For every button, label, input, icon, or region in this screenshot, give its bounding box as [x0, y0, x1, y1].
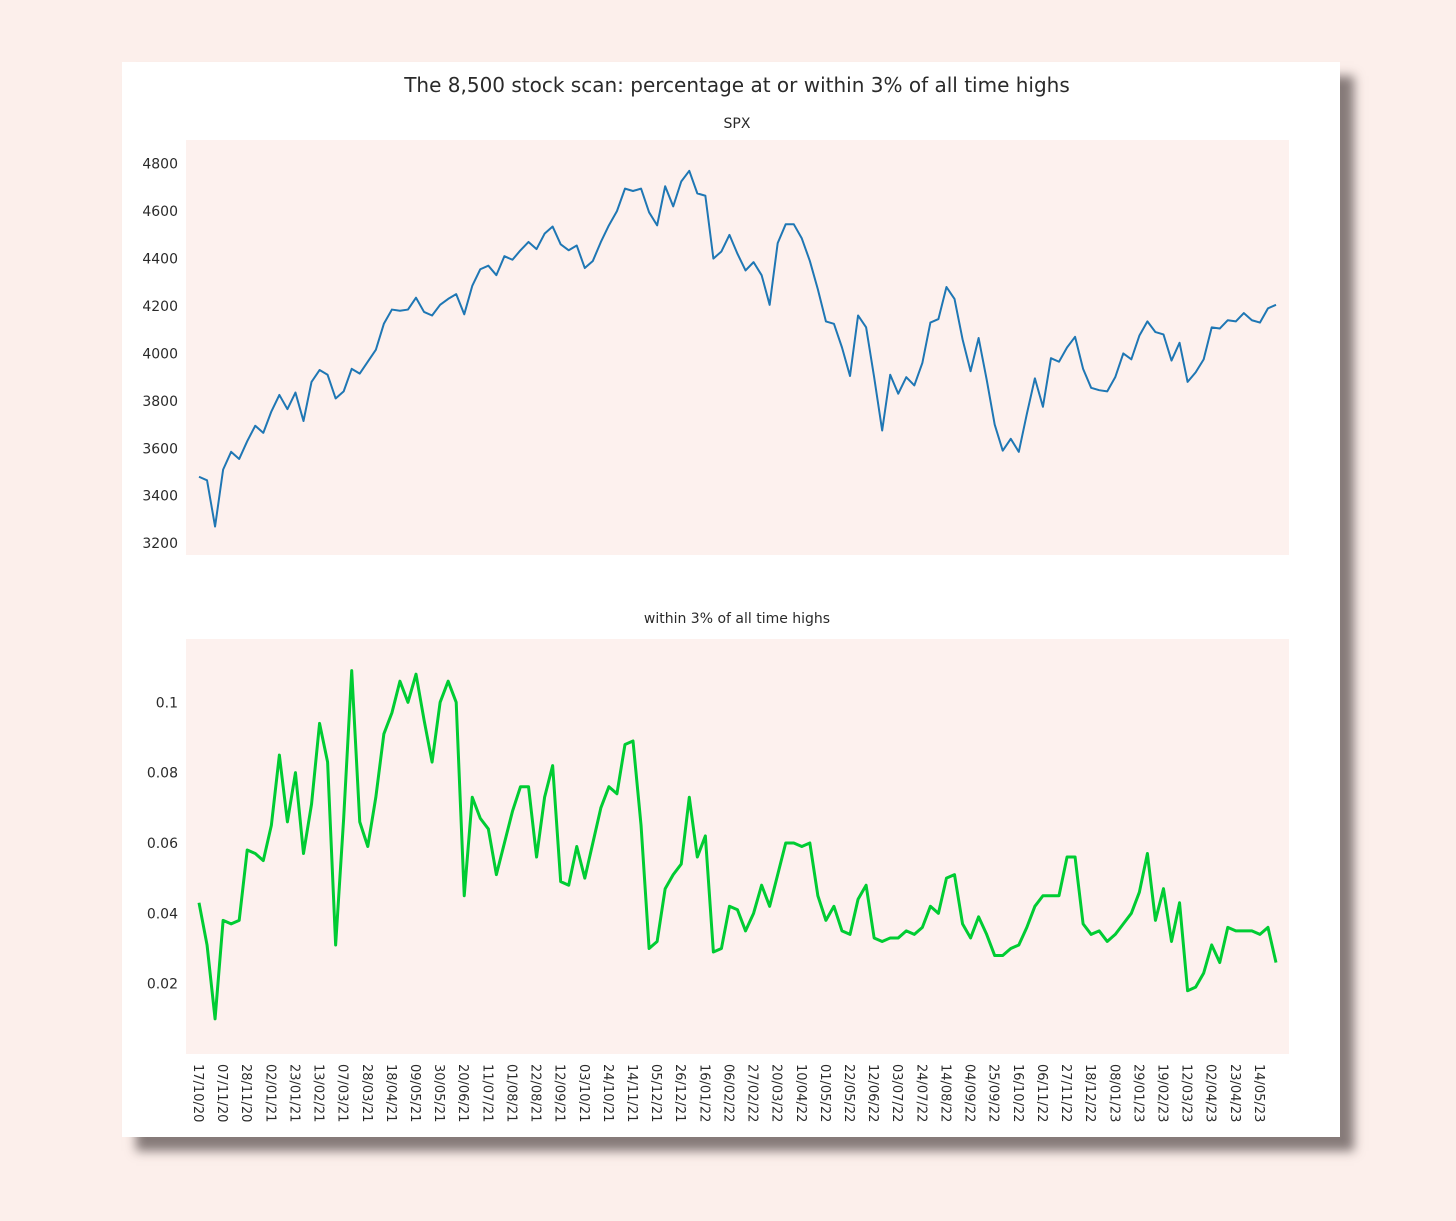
x-tick-label: 05/12/21	[648, 1064, 663, 1122]
pct-y-tick-label: 0.1	[156, 695, 178, 711]
spx-y-tick-label: 3800	[142, 394, 178, 410]
spx-y-tick-label: 3600	[142, 441, 178, 457]
x-tick-label: 06/02/22	[721, 1064, 736, 1122]
pct-y-tick-label: 0.08	[147, 766, 178, 782]
x-tick-label: 25/09/22	[986, 1064, 1001, 1122]
pct-y-axis: 0.02 0.04 0.06 0.08 0.1	[147, 695, 178, 992]
pct-series-line	[197, 669, 1278, 1021]
x-axis: 17/10/20 07/11/20 28/11/20 02/01/21 23/01/21…	[190, 1064, 1266, 1122]
x-tick-label: 28/11/20	[238, 1064, 253, 1122]
x-tick-label: 24/07/22	[913, 1064, 928, 1122]
x-tick-label: 02/04/23	[1203, 1064, 1218, 1122]
x-tick-label: 07/11/20	[214, 1064, 229, 1122]
x-tick-label: 06/11/22	[1034, 1064, 1049, 1122]
pct-plot-area	[186, 639, 1289, 1054]
x-tick-label: 18/04/21	[383, 1064, 398, 1122]
x-tick-label: 27/11/22	[1058, 1064, 1073, 1122]
x-tick-label: 26/12/21	[672, 1064, 687, 1122]
x-tick-label: 04/09/22	[962, 1064, 977, 1122]
pct-subplot-title: within 3% of all time highs	[644, 611, 830, 627]
figure-card: The 8,500 stock scan: percentage at or w…	[122, 62, 1340, 1137]
x-tick-label: 19/02/23	[1155, 1064, 1170, 1122]
x-tick-label: 14/08/22	[938, 1064, 953, 1122]
spx-y-tick-label: 4000	[142, 346, 178, 362]
x-tick-label: 01/05/22	[817, 1064, 832, 1122]
spx-y-tick-label: 4800	[142, 157, 178, 173]
x-tick-label: 02/01/21	[262, 1064, 277, 1122]
x-tick-label: 20/06/21	[455, 1064, 470, 1122]
spx-plot-area	[186, 140, 1289, 555]
pct-y-tick-label: 0.02	[147, 977, 178, 993]
x-tick-label: 24/10/21	[600, 1064, 615, 1122]
x-tick-label: 16/10/22	[1010, 1064, 1025, 1122]
spx-y-tick-label: 3400	[142, 489, 178, 505]
x-tick-label: 13/02/21	[311, 1064, 326, 1122]
spx-series-line	[198, 169, 1277, 528]
x-tick-label: 01/08/21	[504, 1064, 519, 1122]
pct-y-tick-label: 0.06	[147, 836, 178, 852]
x-tick-label: 22/05/22	[841, 1064, 856, 1122]
x-tick-label: 07/03/21	[335, 1064, 350, 1122]
x-tick-label: 27/02/22	[745, 1064, 760, 1122]
x-tick-label: 09/05/21	[407, 1064, 422, 1122]
x-tick-label: 30/05/21	[431, 1064, 446, 1122]
x-tick-label: 12/03/23	[1179, 1064, 1194, 1122]
x-tick-label: 28/03/21	[359, 1064, 374, 1122]
x-tick-label: 20/03/22	[769, 1064, 784, 1122]
x-tick-label: 22/08/21	[528, 1064, 543, 1122]
spx-y-tick-label: 4200	[142, 299, 178, 315]
x-tick-label: 18/12/22	[1082, 1064, 1097, 1122]
x-tick-label: 11/07/21	[479, 1064, 494, 1122]
chart-canvas: The 8,500 stock scan: percentage at or w…	[142, 73, 1289, 1122]
spx-y-tick-label: 3200	[142, 536, 178, 552]
x-tick-label: 08/01/23	[1106, 1064, 1121, 1122]
spx-y-axis: 3200 3400 3600 3800 4000 4200 4400 4600 4800	[142, 157, 178, 552]
x-tick-label: 12/09/21	[552, 1064, 567, 1122]
x-tick-label: 14/11/21	[624, 1064, 639, 1122]
x-tick-label: 03/10/21	[576, 1064, 591, 1122]
spx-y-tick-label: 4400	[142, 252, 178, 268]
x-tick-label: 14/05/23	[1251, 1064, 1266, 1122]
chart-title: The 8,500 stock scan: percentage at or w…	[403, 73, 1070, 97]
x-tick-label: 23/04/23	[1227, 1064, 1242, 1122]
x-tick-label: 12/06/22	[865, 1064, 880, 1122]
x-tick-label: 10/04/22	[793, 1064, 808, 1122]
spx-y-tick-label: 4600	[142, 204, 178, 220]
x-tick-label: 17/10/20	[190, 1064, 205, 1122]
x-tick-label: 23/01/21	[286, 1064, 301, 1122]
x-tick-label: 16/01/22	[696, 1064, 711, 1122]
x-tick-label: 29/01/23	[1130, 1064, 1145, 1122]
pct-y-tick-label: 0.04	[147, 906, 178, 922]
x-tick-label: 03/07/22	[889, 1064, 904, 1122]
spx-subplot-title: SPX	[724, 116, 751, 132]
